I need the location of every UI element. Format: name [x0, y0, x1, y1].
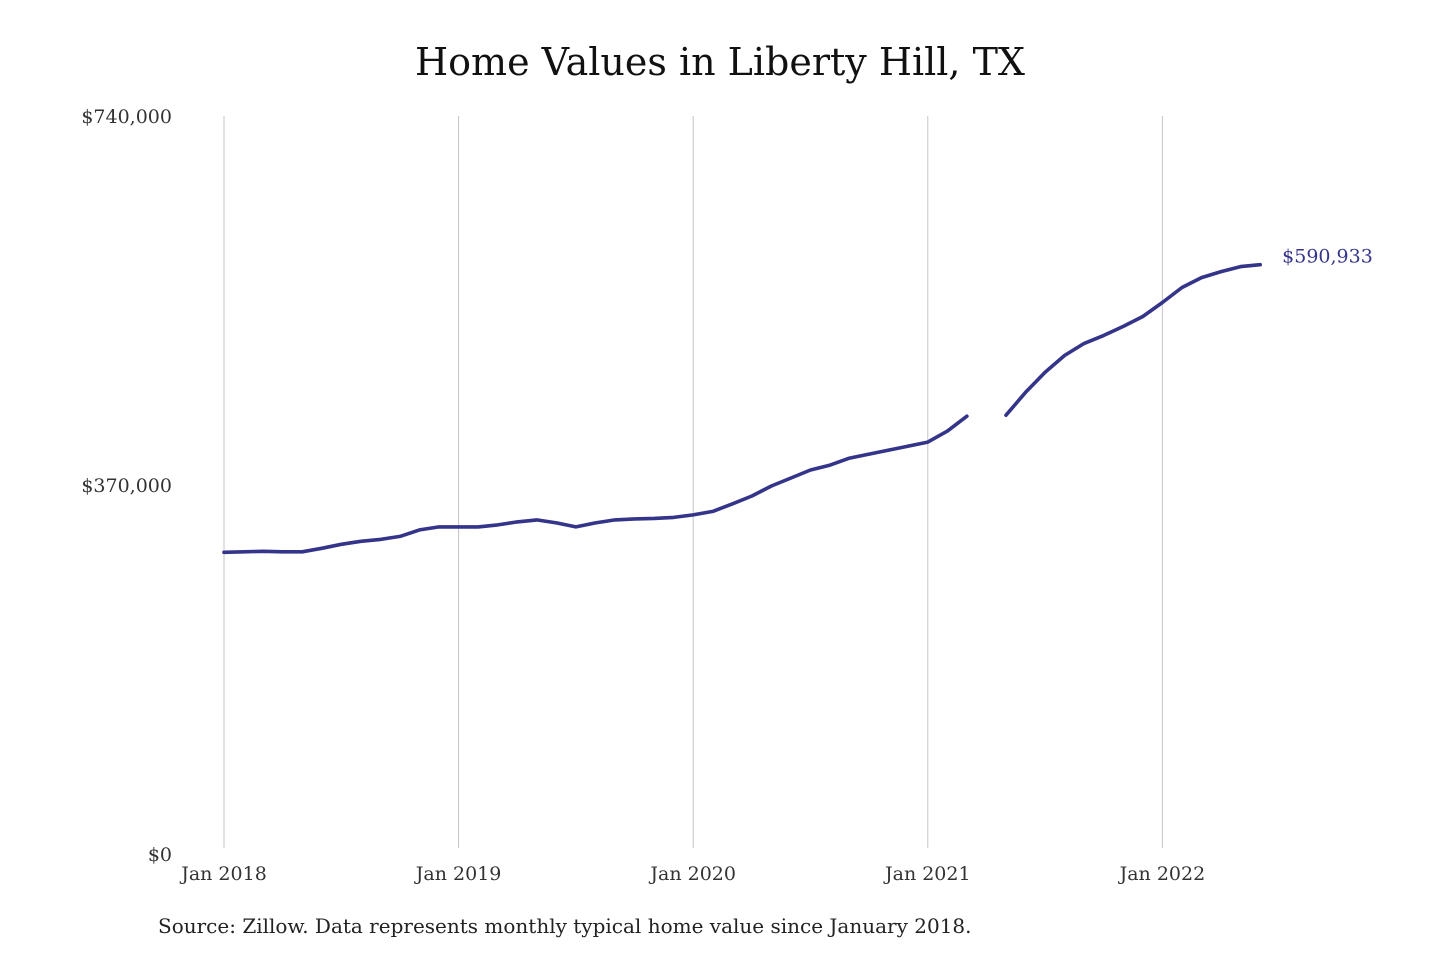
- chart-title: Home Values in Liberty Hill, TX: [415, 40, 1025, 84]
- series-line-segment: [222, 414, 969, 555]
- x-tick-label: Jan 2022: [1118, 863, 1206, 885]
- y-tick-label: $740,000: [81, 106, 172, 128]
- x-tick-label: Jan 2021: [883, 863, 971, 885]
- gridlines: [223, 116, 1163, 848]
- data-labels: $590,933: [1282, 246, 1373, 268]
- y-tick-label: $0: [148, 844, 172, 866]
- end-value-label: $590,933: [1282, 246, 1373, 268]
- series-line: [222, 262, 1262, 555]
- series-line-segment: [1004, 262, 1262, 418]
- x-axis-ticks: Jan 2018 Jan 2019 Jan 2020 Jan 2021 Jan 2022: [179, 863, 1205, 885]
- x-tick-label: Jan 2019: [414, 863, 502, 885]
- x-tick-label: Jan 2018: [179, 863, 267, 885]
- y-tick-label: $370,000: [81, 475, 172, 497]
- source-note: Source: Zillow. Data represents monthly …: [158, 914, 972, 938]
- x-tick-label: Jan 2020: [648, 863, 736, 885]
- y-axis-ticks: $740,000 $370,000 $0: [81, 106, 172, 866]
